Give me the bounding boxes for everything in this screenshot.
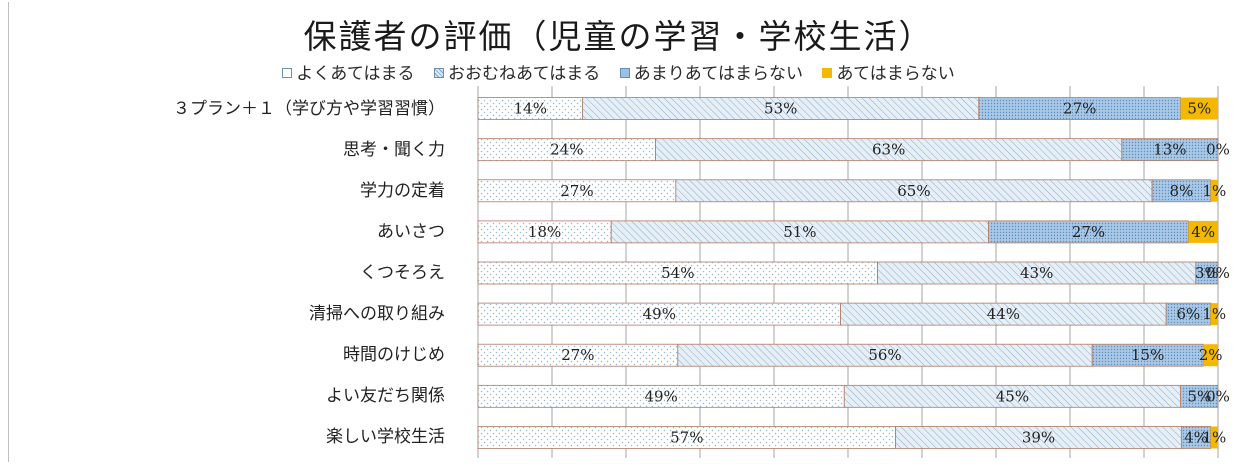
data-label-row6-series3: 6% — [1177, 305, 1201, 323]
data-label-row7-series4: 2% — [1199, 346, 1223, 364]
category-label-8: よい友だち関係 — [326, 386, 445, 407]
data-label-row8-series2: 45% — [996, 387, 1029, 405]
category-label-3: 学力の定着 — [360, 180, 445, 201]
data-label-row1-series1: 14% — [514, 100, 547, 118]
bar-row4-series4 — [1188, 220, 1218, 243]
data-label-row3-series3: 8% — [1169, 182, 1193, 200]
data-labels-group: 14% 53% 27% 5% 24% 63% 13% 0% 27% 65% 8% 1% 18% 51% 27… — [514, 100, 1230, 447]
legend-item-series-2: おおむねあてはまる — [433, 59, 601, 84]
data-label-row5-series3: 3% — [1195, 264, 1219, 282]
data-label-row2-series1: 24% — [550, 141, 583, 159]
bar-row3-series4 — [1210, 179, 1218, 202]
data-label-row8-series3: 5% — [1187, 387, 1211, 405]
category-label-7: 時間のけじめ — [343, 345, 445, 366]
legend-label-series-4: あてはまらない — [836, 64, 955, 84]
data-label-row2-series2: 63% — [872, 141, 905, 159]
data-label-row5-series1: 54% — [661, 264, 694, 282]
chart-title: 保護者の評価（児童の学習・学校生活） — [303, 17, 934, 56]
legend-swatch-series-2 — [433, 68, 444, 78]
data-label-row6-series1: 49% — [643, 305, 676, 323]
data-label-row5-series2: 43% — [1020, 264, 1053, 282]
data-label-row9-series3: 4% — [1184, 428, 1208, 446]
data-label-row1-series2: 53% — [764, 100, 797, 118]
data-label-row3-series4: 1% — [1202, 182, 1226, 200]
data-label-row9-series4: 1% — [1202, 428, 1226, 446]
bar-row5-series3 — [1195, 261, 1219, 285]
data-label-row5-series4: 0% — [1206, 264, 1230, 282]
legend-item-series-3: あまりあてはまらない — [619, 59, 804, 84]
legend-swatch-series-1 — [282, 68, 293, 78]
chart-legend: よくあてはまる おおむねあてはまる あまりあてはまらない あてはまらない — [0, 59, 1237, 84]
bars-group — [477, 97, 1219, 449]
data-label-row2-series4: 0% — [1206, 141, 1230, 159]
bar-row1-series4 — [1180, 97, 1218, 120]
bar-row9-series4 — [1210, 426, 1218, 449]
data-label-row1-series4: 5% — [1187, 100, 1211, 118]
legend-label-series-1: よくあてはまる — [296, 64, 415, 84]
data-label-row4-series4: 4% — [1191, 223, 1215, 241]
data-label-row8-series4: 0% — [1206, 387, 1230, 405]
data-label-row7-series3: 15% — [1131, 346, 1164, 364]
category-label-4: あいさつ — [377, 221, 445, 242]
data-label-row3-series1: 27% — [560, 182, 593, 200]
data-label-row8-series1: 49% — [644, 387, 677, 405]
data-label-row6-series2: 44% — [987, 305, 1020, 323]
legend-label-series-3: あまりあてはまらない — [633, 64, 804, 84]
data-label-row7-series2: 56% — [868, 346, 901, 364]
data-label-row4-series1: 18% — [528, 223, 561, 241]
legend-item-series-1: よくあてはまる — [282, 59, 415, 84]
chart-frame — [8, 2, 1234, 462]
legend-label-series-2: おおむねあてはまる — [447, 64, 601, 84]
data-label-row4-series3: 27% — [1072, 223, 1105, 241]
bar-row8-series3 — [1180, 384, 1219, 408]
legend-item-series-4: あてはまらない — [822, 59, 955, 84]
data-label-row9-series2: 39% — [1022, 428, 1055, 446]
data-label-row3-series2: 65% — [897, 182, 930, 200]
category-label-9: 楽しい学校生活 — [326, 427, 445, 448]
data-label-row2-series3: 13% — [1153, 141, 1186, 159]
category-label-6: 清掃への取り組み — [309, 304, 445, 325]
bar-row7-series4 — [1203, 344, 1218, 367]
data-label-row7-series1: 27% — [561, 346, 594, 364]
data-label-row4-series2: 51% — [783, 223, 816, 241]
category-label-1: ３プラン＋１（学び方や学習習慣） — [173, 98, 445, 119]
data-label-row9-series1: 57% — [670, 428, 703, 446]
legend-swatch-series-4 — [822, 68, 833, 78]
data-label-row1-series3: 27% — [1063, 100, 1096, 118]
legend-swatch-series-3 — [619, 68, 630, 78]
bar-row6-series4 — [1210, 303, 1218, 326]
bar-row2-series3 — [1121, 138, 1219, 162]
data-label-row6-series4: 1% — [1202, 305, 1226, 323]
category-label-2: 思考・聞く力 — [343, 139, 445, 160]
category-label-5: くつそろえ — [360, 263, 445, 283]
